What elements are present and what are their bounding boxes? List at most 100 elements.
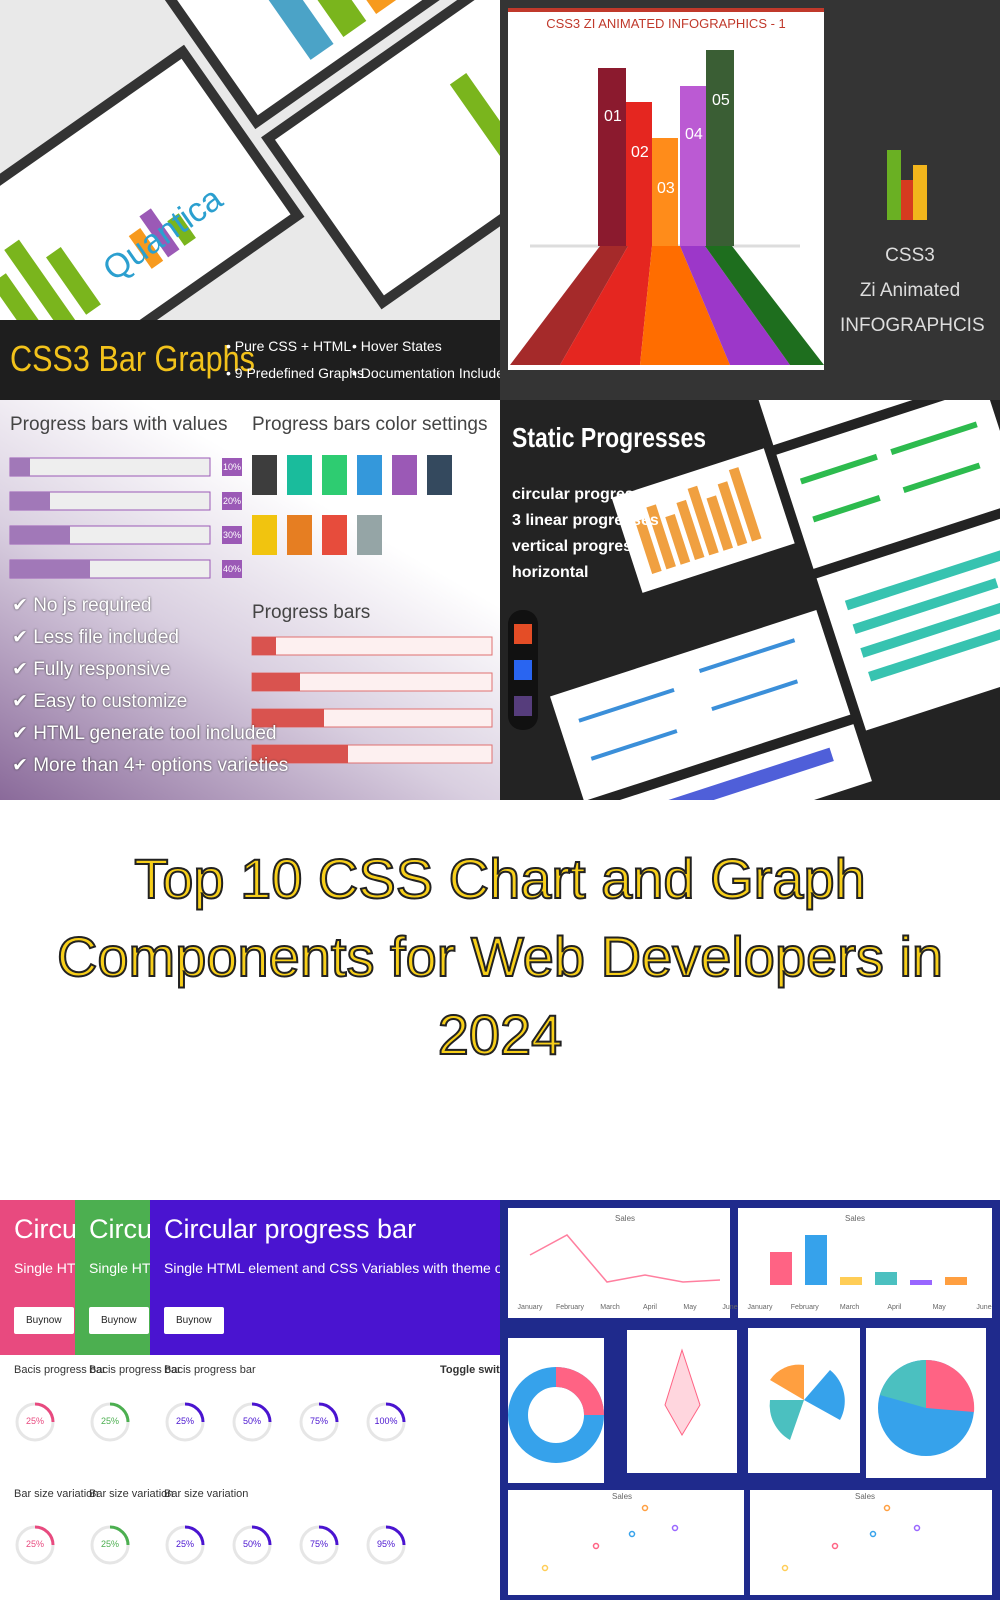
decoration: [508, 8, 824, 12]
section-title: Bar size variation: [164, 1488, 249, 1500]
decoration: [541, 1564, 549, 1572]
circular-panel: Circular progress bar Single HTML elemen…: [0, 1200, 500, 1600]
decoration: [770, 1252, 792, 1285]
legend-label: Sales: [845, 1214, 866, 1223]
decoration: [799, 453, 878, 485]
ring-label: 50%: [242, 1539, 261, 1549]
decoration: [883, 1504, 891, 1512]
decoration: [560, 246, 652, 365]
decoration: [550, 400, 1000, 800]
ring-label: 25%: [100, 1416, 119, 1426]
month-label: May: [932, 1304, 946, 1311]
progress-bars-panel: Progress bars with values 10% 20% 30% 40…: [0, 400, 500, 800]
caption: CSS3: [885, 245, 935, 266]
decoration: [875, 1272, 897, 1285]
value-label: 10%: [223, 462, 242, 472]
decoration: [508, 1208, 730, 1318]
decoration: [635, 467, 762, 574]
decoration: [869, 1530, 877, 1538]
legend-label: Sales: [855, 1492, 876, 1501]
month-label: May: [683, 1304, 697, 1311]
month-label: February: [555, 1304, 584, 1311]
decoration: [705, 246, 824, 365]
ring-arc: [34, 1402, 55, 1423]
decoration: [592, 1542, 600, 1550]
decoration: [222, 560, 242, 578]
decoration: [0, 0, 500, 400]
decoration: [252, 637, 276, 655]
decoration: [781, 1564, 789, 1572]
step: 04: [685, 126, 703, 143]
bullet-list: circular progress 3 linear progresses vert…: [512, 482, 659, 586]
decoration: [0, 44, 305, 400]
subtitle: Single HTML element and CSS Variables wi…: [164, 1260, 500, 1276]
decoration: [514, 624, 532, 644]
decoration: [706, 50, 734, 246]
ring-arc: [251, 1402, 272, 1423]
ring-arc: [318, 1525, 339, 1546]
decoration: [252, 455, 277, 495]
decoration: [799, 421, 981, 523]
decoration: [805, 1235, 827, 1285]
decoration: [264, 0, 334, 60]
decoration: [880, 1360, 926, 1408]
decoration: [322, 455, 347, 495]
decoration: [134, 0, 500, 130]
decoration: [252, 745, 348, 763]
ring-arc: [385, 1525, 406, 1546]
ring-label: 75%: [309, 1416, 328, 1426]
progress-bars-art: [9, 455, 493, 764]
decoration: [804, 1370, 845, 1420]
panel-title: Circular progress bar: [89, 1214, 150, 1244]
decoration: [641, 1504, 649, 1512]
decoration: [680, 246, 790, 365]
section-title: Bar size variation: [89, 1488, 174, 1500]
checklist-item: ✔ Less file included: [12, 627, 179, 648]
decoration: [252, 709, 324, 727]
decoration: [222, 492, 242, 510]
decoration: [508, 1490, 744, 1595]
ring-label: 100%: [374, 1416, 398, 1426]
decoration: [10, 492, 50, 510]
feature: • Documentation Included: [352, 365, 500, 381]
section-title: Progress bars: [252, 602, 371, 623]
decoration: [652, 138, 678, 246]
month-label: June: [976, 1304, 992, 1311]
header-strip: Circular progress bar Single HTML elemen…: [75, 1200, 150, 1355]
decoration: [860, 598, 1000, 658]
caption: INFOGRAPHCIS: [840, 315, 985, 336]
decoration: [514, 696, 532, 716]
bullet-item: 3 linear progresses: [512, 512, 659, 529]
value-label: 40%: [223, 564, 242, 574]
decoration: [926, 1359, 975, 1412]
section-title: Bacis progress bar: [14, 1364, 106, 1376]
buy-button[interactable]: Buynow: [14, 1307, 74, 1334]
feature: • Hover States: [352, 338, 442, 354]
ring-arc: [109, 1402, 130, 1423]
ring-label: 50%: [242, 1416, 261, 1426]
decoration: [664, 1348, 701, 1436]
checklist-item: ✔ HTML generate tool included: [12, 723, 277, 744]
decoration: [222, 458, 242, 578]
decoration: [10, 526, 70, 544]
decoration: [844, 548, 1000, 682]
decoration: [812, 495, 881, 523]
decoration: [280, 0, 367, 37]
header-strip: Circular progress bar Single HTML elemen…: [150, 1200, 500, 1355]
static-progresses-panel: Static Progresses circular progress 3 lin…: [500, 400, 1000, 800]
infographics-art: [508, 8, 927, 370]
decoration: [9, 457, 211, 477]
decoration: [910, 1280, 932, 1285]
buy-button[interactable]: Buynow: [89, 1307, 149, 1334]
decoration: [671, 1524, 679, 1532]
buy-button[interactable]: Buynow: [164, 1307, 224, 1334]
decoration: [945, 1277, 967, 1285]
section-title: Bar size variation: [14, 1488, 99, 1500]
decoration: [706, 495, 734, 551]
panel-title: Static Progresses: [512, 422, 706, 453]
ring-arc: [184, 1525, 205, 1546]
decoration: [913, 1524, 921, 1532]
panel-title: CSS3 Bar Graphs: [10, 338, 255, 379]
decoration: [0, 320, 500, 400]
